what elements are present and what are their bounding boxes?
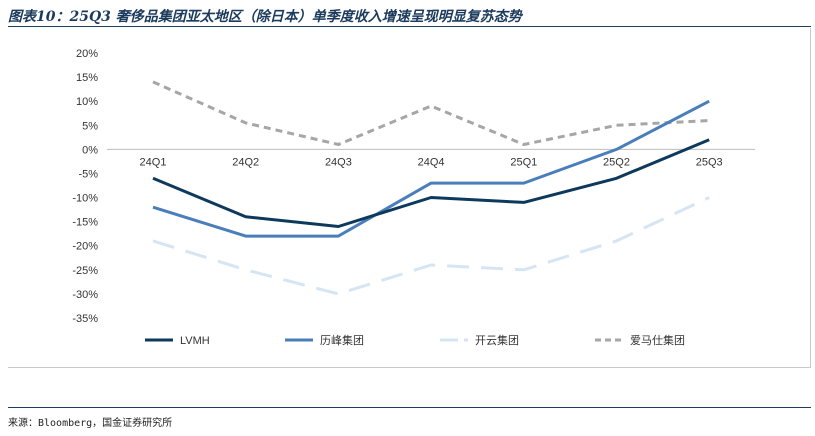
y-tick-label: -5% (78, 168, 98, 180)
legend-label: LVMH (180, 335, 210, 347)
series-line-3 (152, 196, 710, 296)
x-tick-label: 24Q1 (140, 156, 167, 168)
legend-label: 历峰集团 (320, 333, 364, 347)
x-tick-label: 25Q2 (603, 156, 630, 168)
y-tick-label: -30% (72, 289, 98, 301)
source-rule (8, 407, 811, 408)
y-tick-label: -35% (72, 313, 98, 325)
y-tick-label: 20% (76, 48, 98, 60)
series-layer (152, 80, 710, 296)
chart-title: 图表10：25Q3 奢侈品集团亚太地区（除日本）单季度收入增速呈现明显复苏态势 (8, 9, 522, 25)
y-tick-label: 0% (82, 144, 98, 156)
x-tick-label: 25Q1 (510, 156, 537, 168)
source-note: 来源：Bloomberg，国金证券研究所 (8, 418, 173, 429)
y-tick-label: -20% (72, 241, 98, 253)
chart-frame (8, 28, 811, 368)
legend: LVMH 历峰集团 开云集团 爱马仕集团 (145, 333, 685, 347)
y-tick-label: -10% (72, 193, 98, 205)
y-tick-label: -15% (72, 217, 98, 229)
x-tick-label: 25Q3 (696, 156, 723, 168)
title-rule (8, 26, 811, 27)
y-tick-label: 15% (76, 72, 98, 84)
series-line-1 (152, 138, 710, 228)
series-line-2 (152, 99, 710, 238)
x-tick-label: 24Q2 (232, 156, 259, 168)
legend-label: 开云集团 (475, 333, 519, 347)
legend-label: 爱马仕集团 (630, 333, 685, 347)
series-line-4 (152, 80, 710, 146)
y-tick-label: 10% (76, 96, 98, 108)
y-axis: 20% 15% 10% 5% 0% -5% -10% -15% -20% -25% -30% -35% (72, 48, 98, 325)
y-tick-label: -25% (72, 265, 98, 277)
x-axis: 24Q1 24Q2 24Q3 24Q4 25Q1 25Q2 25Q3 (107, 148, 755, 168)
y-tick-label: 5% (82, 120, 98, 132)
x-tick-label: 24Q4 (418, 156, 445, 168)
x-tick-label: 24Q3 (325, 156, 352, 168)
